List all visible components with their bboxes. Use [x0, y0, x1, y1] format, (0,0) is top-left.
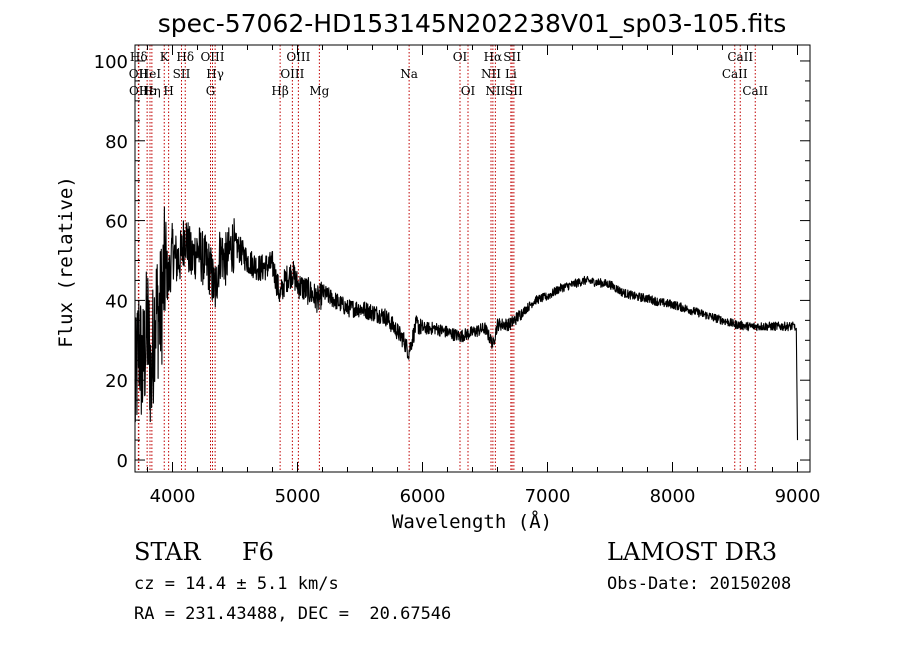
spectral-line-label: SII [173, 67, 191, 81]
spectrum-line [134, 206, 799, 441]
spectral-line-label: Mg [309, 84, 329, 98]
y-tick-label: 0 [117, 451, 128, 472]
y-tick-label: 80 [105, 132, 128, 153]
x-tick-label: 6000 [400, 486, 446, 507]
y-tick-label: 100 [94, 52, 128, 73]
spectral-line-label: CaII [722, 67, 748, 81]
spectral-line-label: NII [481, 67, 501, 81]
spectral-line-label: OIII [280, 67, 304, 81]
x-tick-label: 7000 [525, 486, 571, 507]
survey-name: LAMOST DR3 [607, 538, 777, 566]
spectral-line-label: CaII [742, 84, 768, 98]
y-tick-label: 20 [105, 371, 128, 392]
plot-frame [134, 44, 811, 473]
spectral-line-label: Hε [139, 84, 156, 98]
spectral-line-label: OIII [286, 50, 310, 64]
redshift-text: cz = 14.4 ± 5.1 km/s [134, 574, 339, 594]
spectral-line-label: OIII [200, 50, 224, 64]
y-axis-ticks: 0 20 40 60 80 100 [94, 52, 810, 472]
y-tick-label: 40 [105, 291, 128, 312]
spectral-line-label: H [163, 84, 173, 98]
chart-title: spec-57062-HD153145N202238V01_sp03-105.f… [158, 9, 787, 38]
spectral-line-label: Hδ [130, 50, 148, 64]
spectral-line-label: Li [505, 67, 517, 81]
spectral-line-label: CaII [727, 50, 753, 64]
spectral-line-label: NII [485, 84, 505, 98]
spectral-line-label: OI [461, 84, 476, 98]
spectral-line-label: SII [505, 84, 523, 98]
spectral-line-label: OI [453, 50, 468, 64]
spectral-line-label: OII [129, 67, 149, 81]
spectral-line-label: Na [400, 67, 418, 81]
coordinates-text: RA = 231.43488, DEC = 20.67546 [134, 604, 451, 624]
spectral-line-label: Hη [143, 84, 161, 98]
object-subclass: F6 [242, 538, 274, 566]
spectral-line-label: Hδ [176, 50, 194, 64]
x-axis-label: Wavelength (Å) [392, 510, 552, 533]
x-tick-label: 5000 [275, 486, 321, 507]
obs-date-text: Obs-Date: 20150208 [607, 574, 791, 594]
spectral-line-label: OII [129, 84, 149, 98]
spectral-line-label: K [160, 50, 170, 64]
spectral-line-label: SII [503, 50, 521, 64]
x-tick-label: 9000 [775, 486, 821, 507]
x-tick-label: 4000 [150, 486, 196, 507]
spectral-line-label: Hα [484, 50, 503, 64]
spectral-line-label: HeI [139, 67, 162, 81]
x-tick-label: 8000 [650, 486, 696, 507]
spectral-line-label: Hβ [271, 84, 288, 98]
y-axis-label: Flux (relative) [55, 176, 77, 348]
spectral-line-label: G [206, 84, 216, 98]
spectral-line-label: Hγ [206, 67, 224, 81]
y-tick-label: 60 [105, 212, 128, 233]
object-class: STAR [134, 538, 201, 566]
x-axis-ticks: 4000 5000 6000 7000 8000 9000 [147, 45, 821, 507]
